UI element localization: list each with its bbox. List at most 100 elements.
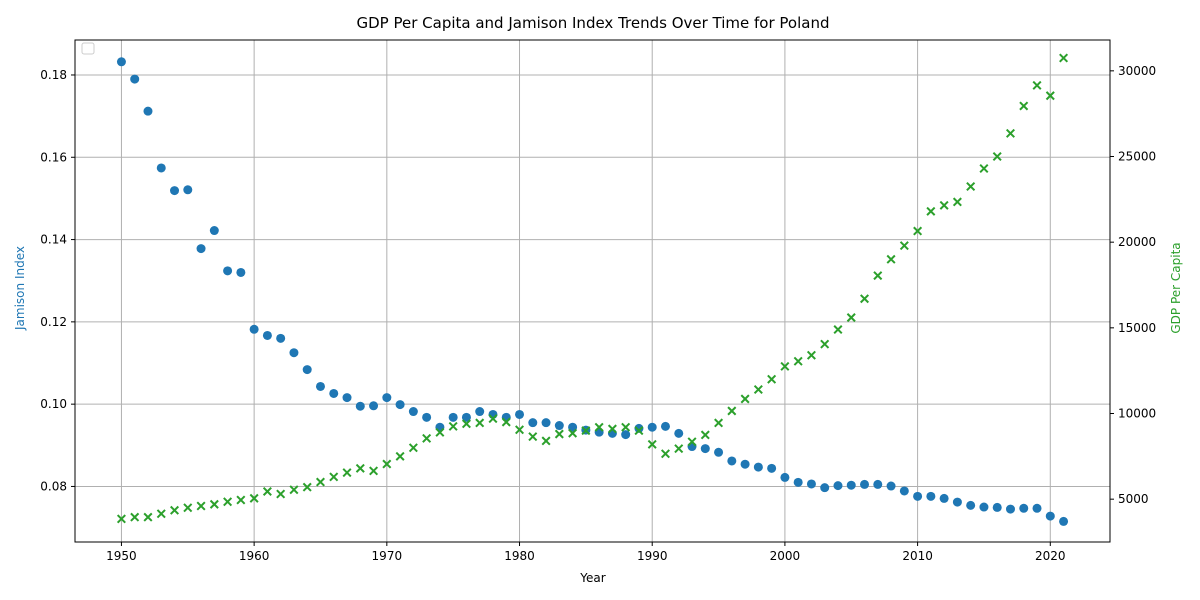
- gdp-per-capita-point: [355, 463, 365, 473]
- jamison-index-point: [156, 163, 166, 173]
- jamison-index-point: [647, 422, 657, 432]
- jamison-index-point: [143, 106, 153, 116]
- jamison-index-point: [395, 400, 405, 410]
- y-left-tick-label: 0.16: [40, 150, 67, 164]
- x-tick-label: 2020: [1035, 549, 1066, 563]
- jamison-index-point: [1005, 504, 1015, 514]
- jamison-index-point: [568, 422, 578, 432]
- gdp-per-capita-point: [196, 501, 206, 511]
- gdp-per-capita-point: [541, 436, 551, 446]
- gdp-per-capita-point: [899, 241, 909, 251]
- gdp-per-capita-point: [342, 468, 352, 478]
- plot-frame: [74, 39, 1111, 543]
- y-right-tick-label: 25000: [1118, 150, 1156, 164]
- jamison-index-point: [846, 480, 856, 490]
- jamison-index-point: [753, 462, 763, 472]
- gdp-per-capita-point: [793, 356, 803, 366]
- gdp-per-capita-point: [435, 427, 445, 437]
- jamison-index-point: [660, 421, 670, 431]
- gdp-per-capita-point: [634, 426, 644, 436]
- gdp-per-capita-point: [209, 499, 219, 509]
- jamison-index-point: [515, 409, 525, 419]
- gdp-per-capita-point: [143, 512, 153, 522]
- jamison-index-point: [369, 401, 379, 411]
- x-tick-label: 1960: [239, 549, 270, 563]
- gdp-per-capita-point: [753, 385, 763, 395]
- gdp-per-capita-point: [501, 417, 511, 427]
- gdp-per-capita-point: [554, 429, 564, 439]
- gdp-per-capita-point: [1045, 91, 1055, 101]
- y-left-tick-label: 0.10: [40, 397, 67, 411]
- jamison-index-point: [170, 186, 180, 196]
- jamison-index-point: [1019, 503, 1029, 513]
- gdp-per-capita-point: [302, 482, 312, 492]
- jamison-index-point: [183, 185, 193, 195]
- y-axis-label-right: GDP Per Capita: [1169, 242, 1183, 333]
- gdp-per-capita-point: [422, 433, 432, 443]
- gdp-per-capita-point: [408, 443, 418, 453]
- jamison-index-point: [408, 407, 418, 417]
- gdp-per-capita-point: [515, 425, 525, 435]
- jamison-index-point: [913, 491, 923, 501]
- jamison-index-point: [952, 497, 962, 507]
- gdp-per-capita-point: [395, 451, 405, 461]
- jamison-index-point: [793, 477, 803, 487]
- jamison-index-point: [528, 418, 538, 428]
- jamison-index-point: [873, 479, 883, 489]
- jamison-index-point: [249, 324, 259, 334]
- jamison-index-point: [382, 393, 392, 403]
- x-tick-label: 1990: [637, 549, 668, 563]
- gdp-per-capita-point: [886, 254, 896, 264]
- gdp-per-capita-point: [979, 163, 989, 174]
- data-points: [116, 53, 1069, 526]
- jamison-index-point: [860, 479, 870, 489]
- legend-box: [81, 42, 95, 55]
- jamison-index-point: [422, 412, 432, 422]
- jamison-index-point: [289, 348, 299, 358]
- jamison-index-point: [1032, 503, 1042, 513]
- gdp-per-capita-point: [369, 466, 379, 476]
- jamison-index-point: [461, 412, 471, 422]
- chart-title: GDP Per Capita and Jamison Index Trends …: [357, 14, 830, 32]
- y-right-tick-label: 20000: [1118, 235, 1156, 249]
- jamison-index-point: [992, 502, 1002, 512]
- x-tick-label: 1970: [372, 549, 403, 563]
- y-right-tick-label: 30000: [1118, 64, 1156, 78]
- gdp-per-capita-point: [952, 197, 962, 207]
- gdp-per-capita-point: [674, 444, 684, 454]
- jamison-index-point: [329, 388, 339, 398]
- gdp-per-capita-point: [276, 489, 286, 499]
- jamison-index-point: [687, 442, 697, 452]
- gdp-per-capita-point: [833, 325, 843, 335]
- gdp-per-capita-point: [262, 486, 272, 496]
- jamison-index-point: [1059, 516, 1069, 526]
- gdp-per-capita-point: [860, 294, 870, 304]
- jamison-index-point: [116, 57, 126, 67]
- jamison-index-point: [621, 430, 631, 440]
- jamison-index-point: [634, 423, 644, 433]
- x-tick-label: 2010: [902, 549, 933, 563]
- jamison-index-point: [541, 418, 551, 428]
- gdp-per-capita-point: [913, 226, 923, 236]
- jamison-index-point: [448, 412, 458, 422]
- gdp-per-capita-point: [1005, 128, 1015, 138]
- gdp-per-capita-point: [820, 339, 830, 349]
- jamison-index-point: [196, 244, 206, 254]
- jamison-index-point: [714, 447, 724, 457]
- x-tick-label: 1950: [106, 549, 137, 563]
- gdp-per-capita-point: [461, 419, 471, 429]
- gdp-per-capita-point: [382, 459, 392, 469]
- y-left-tick-label: 0.14: [40, 233, 67, 247]
- gdp-per-capita-point: [660, 449, 670, 459]
- gdp-per-capita-point: [873, 271, 883, 281]
- jamison-index-point: [315, 381, 325, 391]
- y-left-tick-label: 0.08: [40, 479, 67, 493]
- gdp-per-capita-point: [568, 428, 578, 438]
- jamison-index-point: [820, 483, 830, 493]
- gdp-per-capita-point: [767, 374, 777, 384]
- gdp-per-capita-point: [1059, 53, 1069, 63]
- axes: 1950 1960 1970 1980 1990 2000 2010 2020 0.08 0.10…: [40, 64, 1156, 563]
- jamison-index-point: [276, 333, 286, 343]
- y-right-tick-label: 15000: [1118, 321, 1156, 335]
